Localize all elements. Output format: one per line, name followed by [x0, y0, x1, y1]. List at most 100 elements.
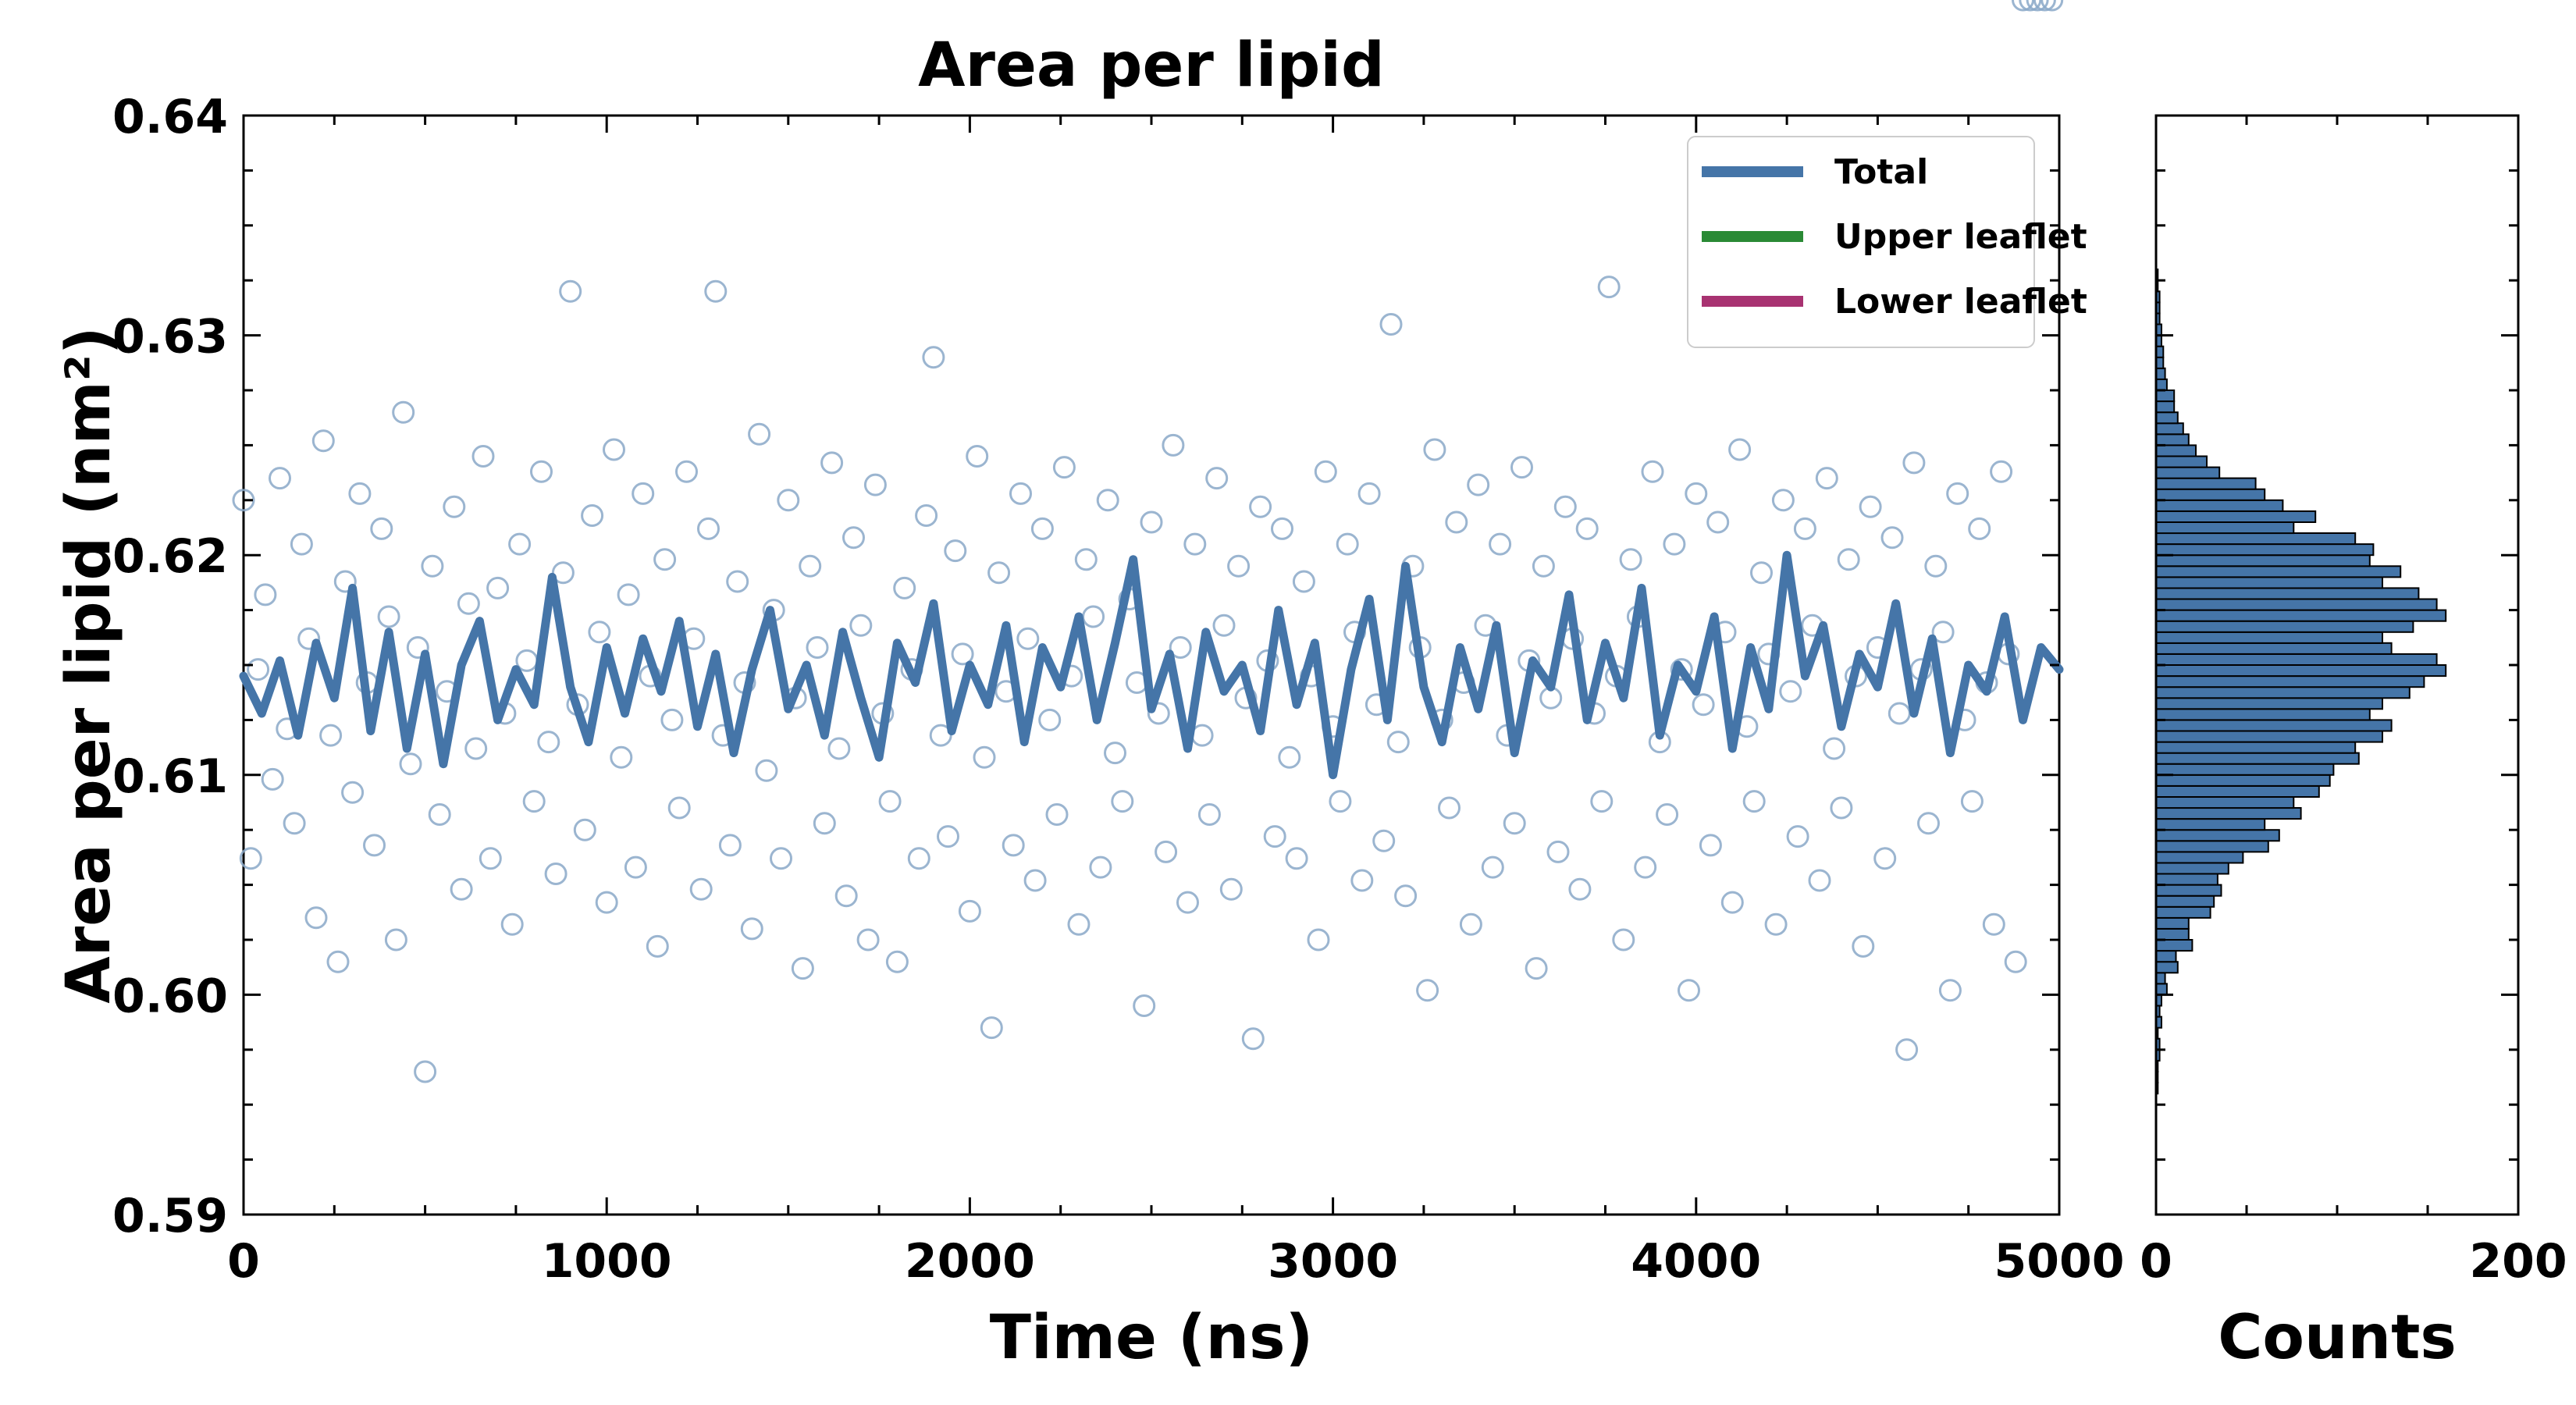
histogram-bar: [2155, 939, 2194, 952]
histogram-bar: [2155, 576, 2383, 589]
scatter-point: [1612, 928, 1635, 951]
main-ticks: [242, 114, 2061, 1216]
scatter-point: [1852, 934, 1875, 958]
scatter-point: [1082, 605, 1105, 628]
scatter-point: [704, 279, 728, 303]
histogram-bar: [2155, 784, 2320, 799]
scatter-point: [1510, 456, 1533, 479]
scatter-point: [581, 504, 604, 527]
scatter-point: [1808, 869, 1831, 892]
histogram-bar: [2155, 642, 2393, 655]
histogram-bar: [2155, 631, 2383, 644]
histogram-bar: [2155, 763, 2335, 776]
histogram-bar: [2155, 499, 2284, 512]
histogram-bar: [2155, 950, 2177, 963]
scatter-point: [893, 576, 916, 599]
scatter-point: [944, 539, 967, 563]
histogram-bar: [2155, 895, 2215, 908]
histogram-bar: [2155, 983, 2168, 996]
scatter-point: [406, 636, 429, 659]
histogram-bar: [2155, 741, 2357, 754]
scatter-point: [1931, 621, 1955, 644]
scatter-point: [878, 790, 902, 813]
histogram-bars: [2155, 269, 2447, 1095]
scatter-point: [1278, 745, 1301, 769]
scatter-point: [1357, 482, 1381, 505]
scatter-point: [1888, 702, 1911, 725]
scatter-point: [1568, 877, 1592, 901]
scatter-point: [471, 445, 495, 468]
scatter-point: [610, 745, 633, 769]
scatter-point: [304, 906, 328, 930]
histogram-bar: [2155, 916, 2190, 930]
histogram-bar: [2155, 873, 2218, 886]
main-plot: Area per lipid 0 1000 2000 3000 4000 5000 0.5…: [54, 0, 2125, 1373]
scatter-point: [1902, 451, 1926, 475]
histogram-bar: [2155, 840, 2269, 853]
y-tick-label: 0.61: [112, 749, 228, 804]
histogram-bar: [2155, 444, 2197, 457]
histogram-bar: [2155, 411, 2179, 425]
histogram-bar: [2155, 905, 2211, 919]
histogram-bar: [2155, 510, 2317, 524]
scatter-point: [1038, 708, 1062, 731]
scatter-point: [1699, 834, 1722, 857]
scatter-point: [1786, 825, 1809, 848]
scatter-point: [755, 759, 778, 782]
scatter-point: [544, 863, 568, 885]
y-tick-label: 0.64: [112, 90, 228, 144]
line-series-total: [239, 550, 2064, 780]
scatter-point: [1445, 510, 1468, 534]
scatter-point: [1386, 731, 1410, 754]
scatter-point: [392, 400, 415, 424]
scatter-point: [290, 532, 313, 556]
scatter-point: [1663, 532, 1686, 556]
histogram-bar: [2155, 609, 2447, 622]
scatter-point: [1895, 1038, 1919, 1062]
scatter-point: [885, 950, 909, 973]
scatter-point: [748, 422, 771, 446]
scatter-point: [2033, 0, 2056, 12]
scatter-point: [1372, 829, 1396, 852]
histogram-bar: [2155, 730, 2383, 743]
histogram-bar: [2155, 884, 2222, 897]
histogram-bar: [2155, 466, 2221, 479]
scatter-point: [980, 1016, 1003, 1040]
x-tick-label: 0: [227, 1234, 260, 1289]
scatter-point: [1503, 812, 1526, 835]
histogram-bar: [2155, 477, 2257, 490]
scatter-point: [588, 621, 611, 644]
scatter-point: [1307, 928, 1330, 951]
scatter-point: [770, 847, 792, 870]
y-tick-label: 0.62: [112, 529, 228, 584]
histogram-bar: [2155, 752, 2360, 765]
scatter-point: [1685, 482, 1708, 505]
scatter-point: [1111, 790, 1134, 813]
scatter-point: [603, 438, 625, 461]
scatter-point: [1692, 693, 1715, 717]
scatter-point: [551, 561, 575, 585]
scatter-point: [1285, 847, 1308, 870]
legend-label-lower: Lower leaflet: [1834, 282, 2087, 322]
scatter-point: [297, 627, 321, 650]
scatter-point: [428, 803, 451, 826]
histogram-bar: [2155, 686, 2411, 699]
scatter-point: [1292, 570, 1315, 593]
scatter-point: [1212, 614, 1236, 637]
scatter-point: [1968, 517, 1991, 540]
scatter-point: [1169, 636, 1192, 659]
x-tick-labels: 0 1000 2000 3000 4000 5000: [227, 1234, 2124, 1289]
histogram-bar: [2155, 367, 2166, 380]
histogram-bar: [2155, 521, 2295, 535]
legend-label-upper: Upper leaflet: [1834, 217, 2087, 257]
y-tick-label: 0.59: [112, 1189, 228, 1243]
scatter-point: [1924, 554, 1948, 578]
scatter-point: [530, 460, 553, 483]
scatter-point: [624, 855, 647, 879]
scatter-point: [1438, 796, 1461, 820]
histogram-bar: [2155, 961, 2179, 974]
scatter-point: [333, 570, 357, 593]
scatter-point: [863, 473, 887, 496]
scatter-point: [377, 605, 400, 628]
scatter-point: [1379, 313, 1403, 336]
